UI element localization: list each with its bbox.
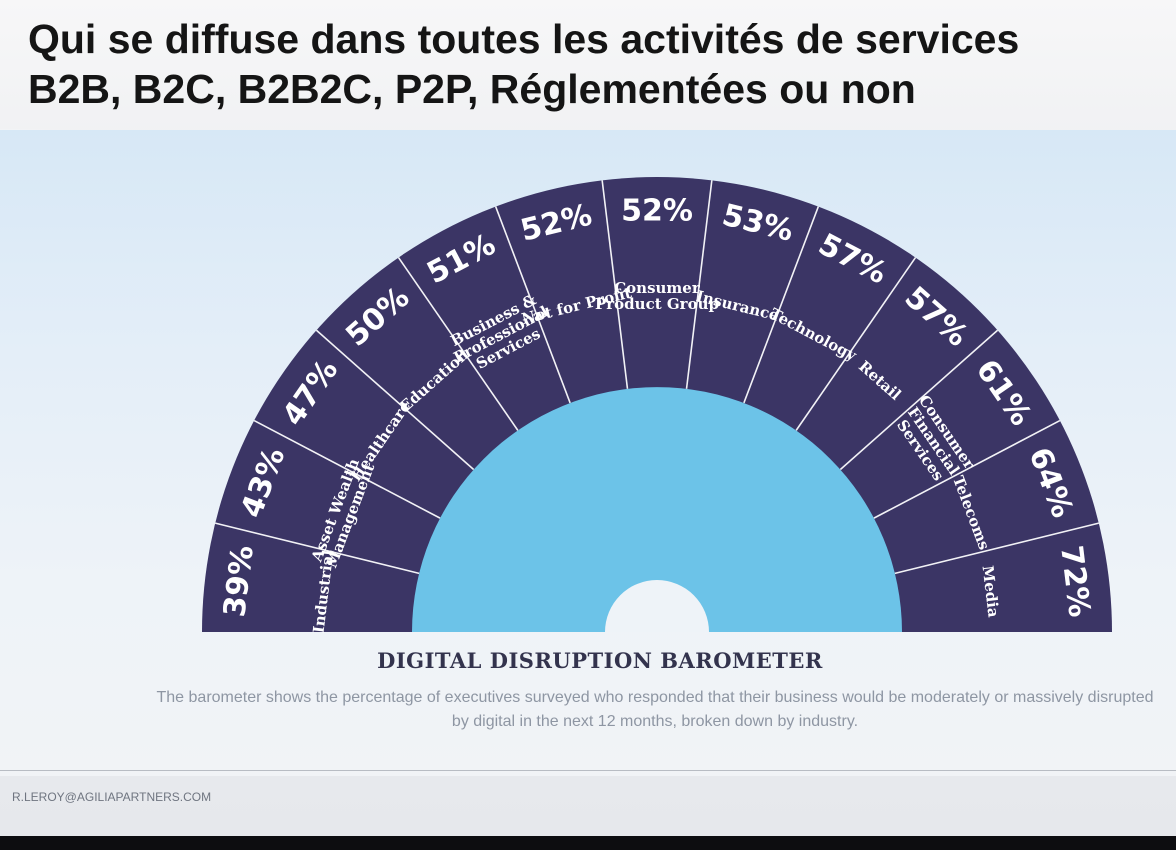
segment-divider xyxy=(215,522,420,575)
chart-title: DIGITAL DISRUPTION BAROMETER xyxy=(377,648,823,673)
footer-email: R.LEROY@AGILIAPARTNERS.COM xyxy=(12,790,212,804)
segment-value: 72% xyxy=(1053,544,1096,620)
title-line-1: Qui se diffuse dans toutes les activités… xyxy=(28,16,1020,62)
barometer-segment: Consumer Product Group 52% xyxy=(595,194,719,314)
segment-divider xyxy=(685,180,713,389)
footer-divider xyxy=(0,770,1176,771)
segment-divider xyxy=(601,180,629,389)
segment-divider xyxy=(743,206,820,404)
barometer-inner-disc xyxy=(412,387,902,632)
chart-caption: The barometer shows the percentage of ex… xyxy=(156,689,1154,730)
segment-divider xyxy=(839,329,999,471)
segment-divider xyxy=(894,522,1099,575)
title-band xyxy=(0,0,1176,153)
segment-value: 39% xyxy=(217,544,260,620)
slide-title: Qui se diffuse dans toutes les activités… xyxy=(28,14,1148,114)
segment-divider xyxy=(397,257,519,431)
barometer-hub xyxy=(605,580,709,632)
segment-divider xyxy=(494,206,571,404)
segment-value: 52% xyxy=(621,194,693,229)
segment-divider xyxy=(873,419,1061,519)
segment-divider xyxy=(253,419,441,519)
title-line-2: B2B, B2C, B2B2C, P2P, Réglementées ou no… xyxy=(28,66,916,112)
segment-divider xyxy=(315,329,475,471)
segment-label: Consumer Product Group xyxy=(595,279,719,313)
segment-divider xyxy=(795,257,917,431)
